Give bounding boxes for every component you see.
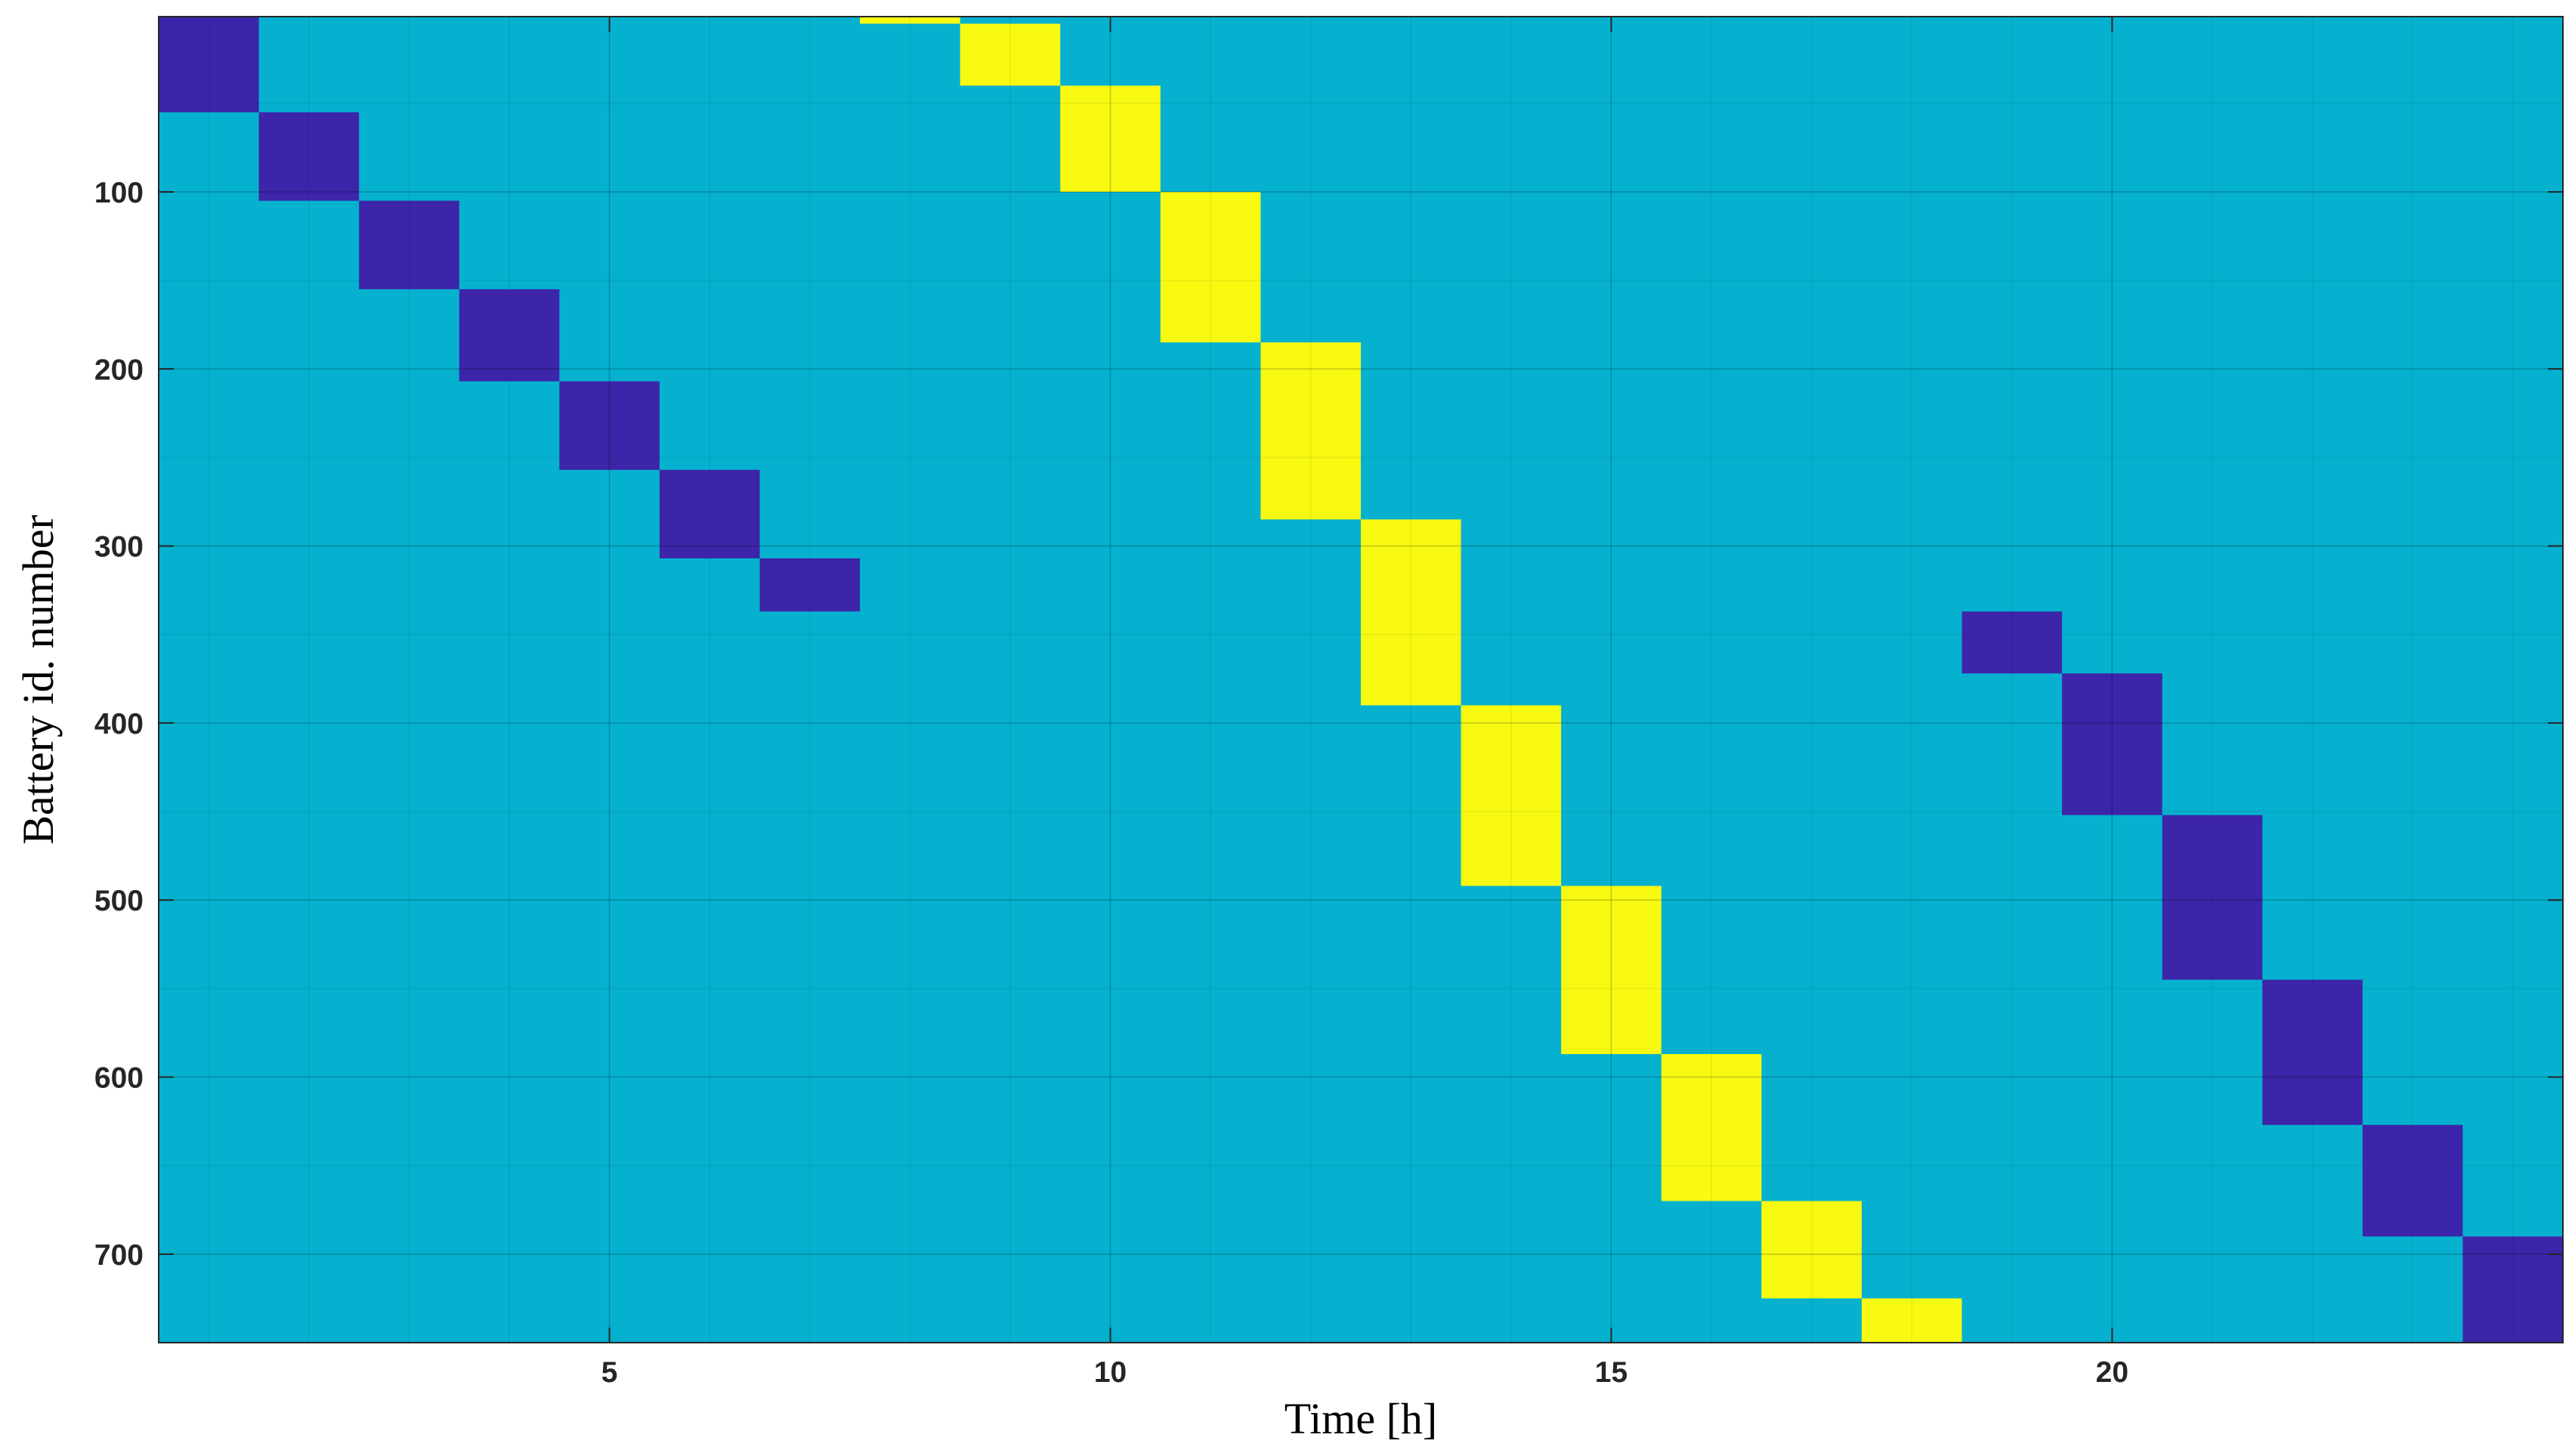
heatmap-cell-hour-22 — [2262, 979, 2363, 1125]
heatmap-cell-hour-12 — [1260, 342, 1361, 520]
x-axis-label: Time [h] — [1284, 1394, 1438, 1443]
y-tick-label: 600 — [94, 1062, 144, 1095]
y-tick-label: 500 — [94, 885, 144, 917]
x-tick-label: 15 — [1595, 1356, 1628, 1389]
heatmap-cell-hour-10 — [1060, 85, 1161, 192]
heatmap-cell-hour-11 — [1160, 191, 1261, 343]
x-tick-label: 5 — [601, 1356, 618, 1389]
heatmap-cell-hour-16 — [1661, 1054, 1762, 1201]
heatmap-cell-hour-23 — [2362, 1124, 2463, 1237]
heatmap-cell-hour-19 — [1961, 611, 2063, 674]
plot-frame — [158, 16, 2564, 1343]
heatmap-cell-hour-8 — [860, 17, 960, 24]
heatmap-cell-hour-3 — [359, 200, 459, 289]
heatmap-cell-hour-9 — [960, 23, 1061, 86]
heatmap-cell-hour-5 — [559, 381, 660, 470]
heatmap-cell-hour-6 — [659, 469, 760, 558]
x-tick-label: 20 — [2096, 1356, 2128, 1389]
heatmap-cell-hour-20 — [2062, 673, 2162, 815]
heatmap-cell-hour-17 — [1761, 1201, 1862, 1299]
y-axis-ticks: 100 200 300 400 500 600 700 — [94, 177, 2563, 1272]
heatmap-cell-hour-24 — [2462, 1236, 2563, 1343]
y-axis-label: Battery id. number — [14, 515, 63, 845]
heatmap-cell-hour-7 — [759, 558, 861, 612]
heatmap-cell-hour-21 — [2162, 815, 2263, 980]
heatmap-cell-hour-1 — [159, 17, 259, 113]
y-tick-label: 200 — [94, 354, 144, 386]
y-tick-label: 300 — [94, 531, 144, 564]
y-tick-label: 700 — [94, 1239, 144, 1272]
plot-area — [158, 16, 2564, 1343]
heatmap-cell-hour-14 — [1461, 705, 1562, 886]
heatmap-cell-hour-2 — [258, 112, 360, 201]
y-tick-label: 100 — [94, 177, 144, 209]
x-axis-ticks: 5 10 15 20 — [601, 17, 2128, 1389]
heatmap-cell-hour-15 — [1561, 886, 1662, 1055]
x-tick-label: 10 — [1094, 1356, 1127, 1389]
heatmap-cell-hour-4 — [459, 289, 560, 382]
heatmap-cell-hour-18 — [1861, 1298, 1962, 1343]
heatmap-cell-hour-13 — [1361, 519, 1461, 706]
y-tick-label: 400 — [94, 708, 144, 740]
